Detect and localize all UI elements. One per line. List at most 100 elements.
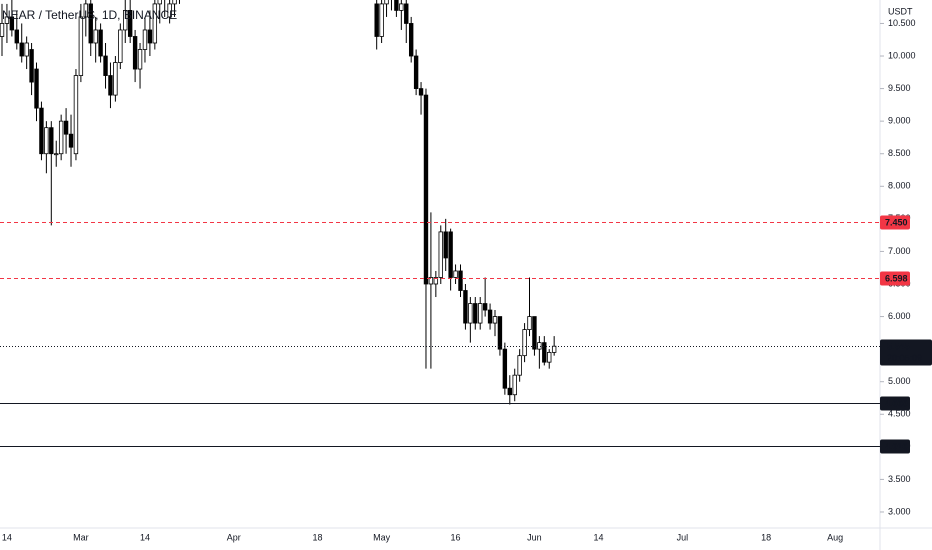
candle-body [39, 107, 44, 155]
candle-body [379, 3, 384, 37]
candle-body [408, 23, 414, 57]
x-tick-label: 18 [761, 532, 771, 542]
candle-body [537, 342, 542, 350]
y-tick-label: 9.000 [888, 116, 911, 126]
level-label-box [880, 396, 910, 411]
candle-body [433, 277, 439, 285]
candle-body [542, 342, 547, 363]
candle-body [492, 316, 498, 324]
candle-body [78, 16, 84, 76]
level-label-box [880, 271, 910, 286]
candle-body [142, 29, 148, 50]
candle-body [9, 16, 15, 31]
candle-body [438, 231, 443, 278]
candle-body [167, 3, 172, 18]
y-tick-label: 4.500 [888, 409, 911, 419]
plot-area [0, 0, 557, 405]
candle-body [423, 94, 429, 285]
candle-body [68, 133, 74, 148]
candle-body [88, 3, 93, 44]
x-tick-label: 14 [140, 532, 150, 542]
candle-body [448, 231, 453, 278]
candle-body [394, 0, 399, 11]
candle-body [123, 10, 128, 31]
candle-body [478, 303, 483, 324]
candle-body [108, 75, 113, 96]
candle-body [157, 0, 162, 5]
y-tick-label: 7.000 [888, 246, 911, 256]
candle-body [551, 345, 557, 353]
y-tick-label: 8.500 [888, 148, 911, 158]
y-tick-label: 3.500 [888, 474, 911, 484]
candle-body [147, 29, 153, 44]
y-tick-label: 10.000 [888, 50, 916, 60]
candle-body [14, 29, 19, 44]
candle-body [44, 127, 49, 155]
countdown-label: 20:05:09 [887, 353, 922, 363]
x-tick-label: Jul [677, 532, 689, 542]
candle-body [127, 10, 133, 37]
candle-body [34, 68, 39, 109]
candle-body [98, 29, 103, 57]
candle-body [468, 303, 473, 324]
last-price-label: 5.545 [887, 341, 910, 351]
candle-body [118, 29, 123, 63]
candle-body [58, 120, 64, 155]
candle-body [404, 3, 409, 24]
y-tick-label: 9.500 [888, 83, 911, 93]
candle-body [63, 120, 69, 135]
candle-body [512, 374, 517, 396]
y-tick-label: 8.000 [888, 181, 911, 191]
y-tick-label: 10.500 [888, 18, 916, 28]
candle-body [453, 270, 458, 278]
level-label-box [880, 215, 910, 230]
x-tick-label: 16 [451, 532, 461, 542]
candle-body [24, 42, 29, 57]
y-tick-label: 6.000 [888, 311, 911, 321]
candle-body [137, 49, 143, 70]
x-tick-label: Aug [827, 532, 843, 542]
level-label: 7.450 [885, 217, 908, 227]
candle-body [113, 62, 118, 96]
x-tick-label: Jun [527, 532, 542, 542]
candle-body [428, 277, 434, 285]
level-label: 4.669 [885, 398, 908, 408]
candle-body [4, 16, 10, 24]
x-tick-label: 18 [313, 532, 323, 542]
candle-body [458, 270, 463, 291]
candle-body [532, 316, 537, 350]
x-tick-label: Mar [73, 532, 89, 542]
candle-body [93, 29, 98, 44]
level-label: 4.016 [885, 441, 908, 451]
x-tick-label: 14 [2, 532, 12, 542]
candle-body [413, 55, 419, 89]
candle-body [418, 88, 424, 96]
last-price-box [880, 339, 932, 366]
candle-body [517, 355, 522, 376]
level-label: 6.598 [885, 273, 908, 283]
candle-body [132, 36, 138, 70]
x-tick-label: Apr [227, 532, 241, 542]
candle-body [502, 348, 508, 389]
candle-body [49, 127, 54, 155]
candle-body [29, 49, 34, 83]
candle-body [172, 0, 177, 5]
candle-body [399, 3, 404, 11]
chart-title: NEAR / TetherUS, 1D, BINANCE [2, 8, 177, 22]
candle-body [527, 316, 532, 330]
candle-body [54, 153, 59, 156]
candle-body [507, 387, 512, 396]
y-tick-label: 3.000 [888, 506, 911, 516]
axis-unit: USDT [888, 6, 913, 16]
candle-body [482, 303, 488, 311]
level-label-box [880, 439, 910, 454]
candle-body [73, 75, 79, 155]
candle-body [473, 303, 478, 324]
x-tick-label: 14 [594, 532, 604, 542]
y-tick-label: 5.000 [888, 376, 911, 386]
candle-body [374, 3, 379, 37]
candle-body [384, 0, 389, 5]
candle-body [83, 3, 89, 18]
candle-body [443, 231, 448, 259]
